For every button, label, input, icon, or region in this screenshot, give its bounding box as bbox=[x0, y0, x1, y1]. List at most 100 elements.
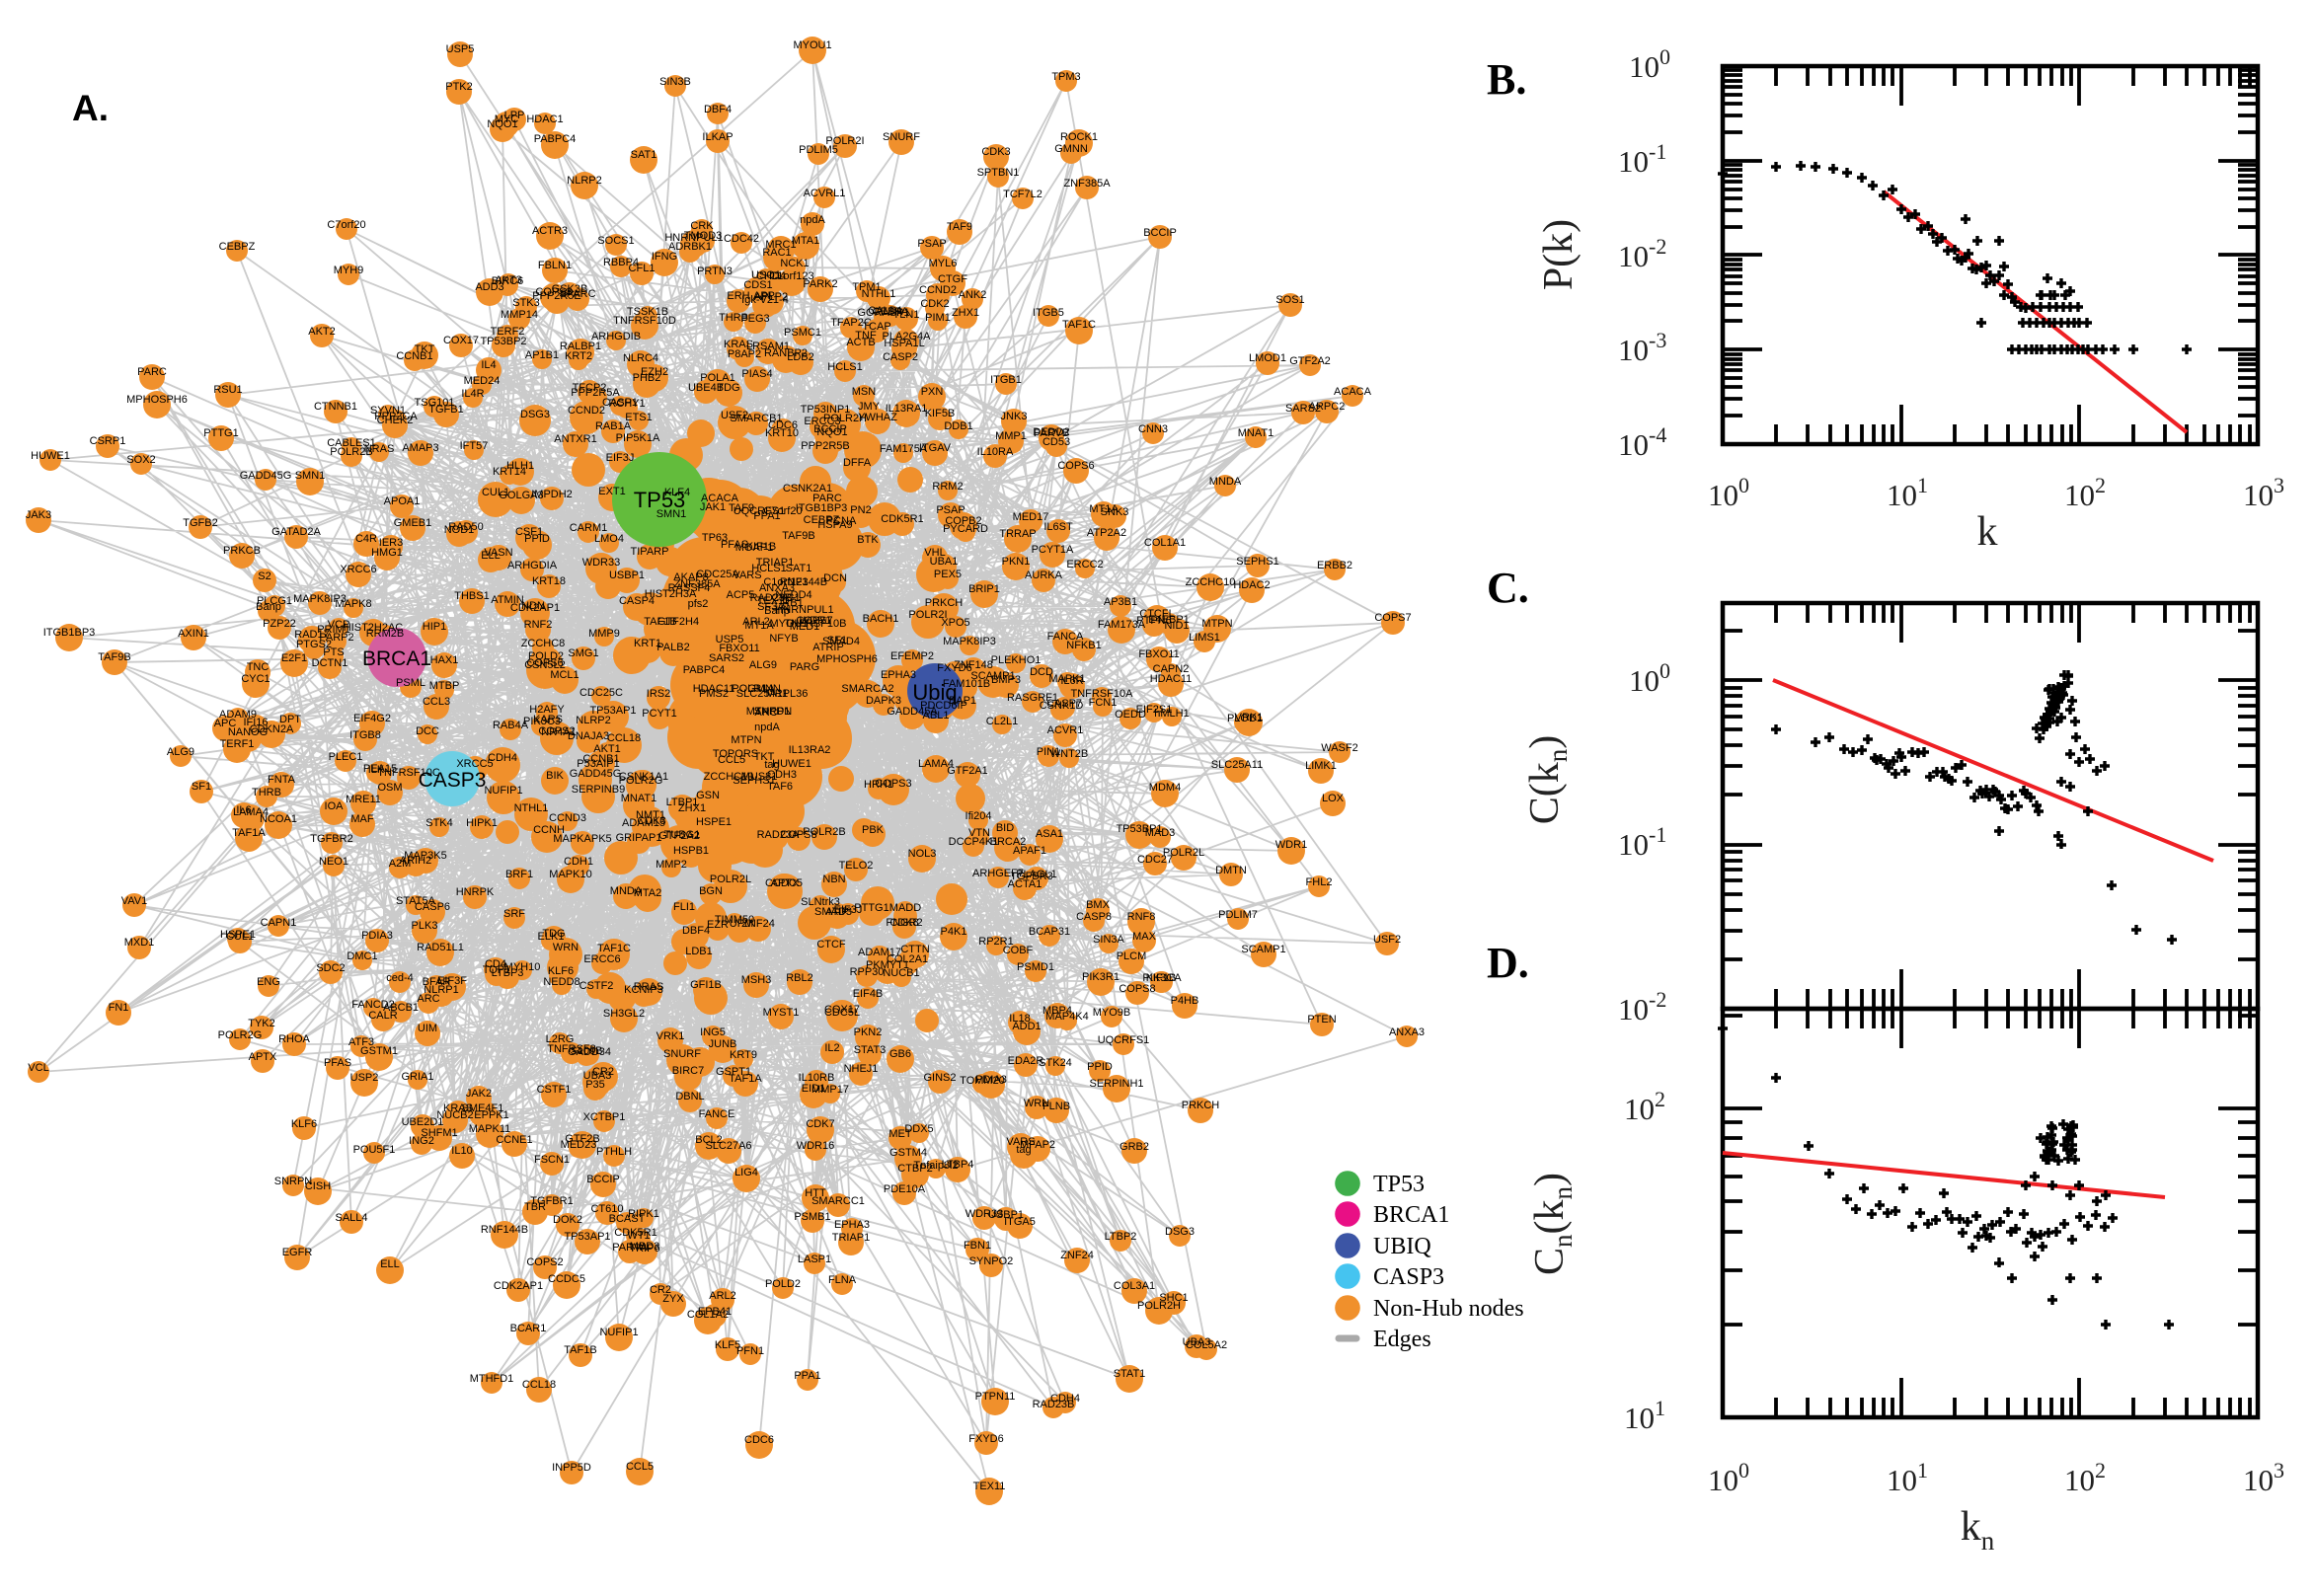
svg-text:CSTF2: CSTF2 bbox=[579, 980, 614, 992]
svg-text:SNRPN: SNRPN bbox=[274, 1176, 313, 1187]
svg-text:COPS8: COPS8 bbox=[780, 829, 816, 841]
svg-text:NTHL1: NTHL1 bbox=[862, 288, 896, 300]
svg-text:PPP2CA: PPP2CA bbox=[374, 411, 418, 422]
svg-text:OSM: OSM bbox=[377, 782, 402, 794]
svg-text:CASP2: CASP2 bbox=[883, 351, 918, 363]
svg-text:PTK2: PTK2 bbox=[445, 81, 473, 93]
svg-text:ALG9: ALG9 bbox=[749, 659, 777, 671]
svg-text:TGFBR3: TGFBR3 bbox=[1010, 871, 1052, 882]
svg-text:RNF2: RNF2 bbox=[524, 619, 553, 631]
svg-text:RRAS: RRAS bbox=[634, 981, 664, 993]
svg-text:MMP1: MMP1 bbox=[995, 430, 1027, 442]
svg-text:CRK: CRK bbox=[690, 220, 714, 232]
svg-text:IL18: IL18 bbox=[1009, 1013, 1030, 1025]
svg-text:SCAMP1: SCAMP1 bbox=[970, 670, 1015, 682]
svg-text:CDC6: CDC6 bbox=[768, 419, 798, 431]
svg-text:HUWE1: HUWE1 bbox=[772, 758, 811, 770]
svg-text:SMARCC1: SMARCC1 bbox=[811, 1195, 865, 1207]
svg-text:ACACA: ACACA bbox=[701, 493, 739, 504]
svg-text:MPHOSPH6: MPHOSPH6 bbox=[126, 394, 188, 406]
svg-text:RAD17: RAD17 bbox=[294, 629, 329, 641]
svg-text:GOLGA3: GOLGA3 bbox=[499, 490, 543, 501]
svg-text:tag: tag bbox=[764, 759, 779, 771]
svg-text:TNFRSF10D: TNFRSF10D bbox=[613, 315, 676, 327]
svg-text:CD4: CD4 bbox=[485, 958, 506, 970]
svg-text:HCLS1: HCLS1 bbox=[751, 563, 786, 574]
svg-text:XPO5: XPO5 bbox=[941, 617, 969, 629]
svg-text:GTF2A1: GTF2A1 bbox=[947, 765, 988, 777]
svg-text:EIF3J: EIF3J bbox=[606, 452, 635, 464]
svg-text:UIM: UIM bbox=[418, 1023, 437, 1034]
svg-text:RHOA: RHOA bbox=[278, 1033, 310, 1045]
svg-text:PFN1: PFN1 bbox=[736, 1345, 764, 1357]
svg-text:101: 101 bbox=[1887, 1458, 1928, 1497]
svg-text:CARM1: CARM1 bbox=[570, 522, 608, 534]
svg-text:SMG1: SMG1 bbox=[568, 647, 598, 659]
svg-text:PDLIM5: PDLIM5 bbox=[799, 144, 838, 156]
svg-text:ITGB8: ITGB8 bbox=[349, 729, 381, 741]
svg-text:SYNPO2: SYNPO2 bbox=[969, 1255, 1014, 1267]
svg-text:CCL5: CCL5 bbox=[626, 1461, 654, 1473]
svg-text:DOK2: DOK2 bbox=[553, 1214, 582, 1226]
svg-text:IFI16: IFI16 bbox=[243, 717, 268, 728]
svg-text:C7orf20: C7orf20 bbox=[763, 505, 802, 517]
svg-text:CCL18: CCL18 bbox=[522, 1379, 556, 1391]
svg-text:ROCK1: ROCK1 bbox=[1060, 131, 1098, 143]
svg-text:ELL: ELL bbox=[481, 550, 501, 562]
svg-text:DBF4: DBF4 bbox=[682, 925, 710, 937]
svg-text:PFAS: PFAS bbox=[324, 1057, 351, 1069]
svg-text:pfs2: pfs2 bbox=[688, 598, 709, 610]
svg-text:PIM1: PIM1 bbox=[925, 312, 951, 324]
svg-text:FCN1: FCN1 bbox=[1089, 697, 1118, 709]
svg-text:WRN: WRN bbox=[1024, 1098, 1049, 1109]
svg-text:MUS81: MUS81 bbox=[741, 771, 778, 783]
svg-text:BIRC7: BIRC7 bbox=[672, 1065, 704, 1077]
svg-text:PIK3R1: PIK3R1 bbox=[1082, 971, 1119, 983]
svg-text:SH3GL2: SH3GL2 bbox=[603, 1008, 645, 1020]
svg-text:HAX1: HAX1 bbox=[430, 654, 459, 666]
svg-text:ADAM15: ADAM15 bbox=[622, 817, 665, 829]
svg-text:GTF2B: GTF2B bbox=[565, 1133, 599, 1145]
svg-text:MFAP2: MFAP2 bbox=[1020, 1139, 1055, 1151]
svg-text:CASP3: CASP3 bbox=[1373, 1264, 1444, 1290]
svg-text:TSSK1B: TSSK1B bbox=[627, 306, 668, 318]
svg-text:NUCB2: NUCB2 bbox=[436, 1109, 473, 1121]
svg-text:HCLS1: HCLS1 bbox=[827, 361, 862, 373]
svg-text:PARK2: PARK2 bbox=[803, 278, 837, 290]
svg-text:VTN: VTN bbox=[968, 827, 990, 839]
svg-text:PEA15: PEA15 bbox=[363, 763, 397, 775]
svg-text:HIPK1: HIPK1 bbox=[466, 817, 498, 829]
svg-text:STK24: STK24 bbox=[1039, 1057, 1072, 1069]
svg-text:MAPK10: MAPK10 bbox=[549, 869, 591, 880]
svg-text:RBL2: RBL2 bbox=[786, 972, 813, 984]
svg-text:TAF6: TAF6 bbox=[767, 781, 793, 793]
svg-text:MTA1: MTA1 bbox=[792, 235, 820, 247]
svg-text:CTTN: CTTN bbox=[900, 944, 929, 955]
svg-text:KARS: KARS bbox=[533, 714, 563, 725]
svg-text:JAK1: JAK1 bbox=[700, 501, 726, 513]
svg-text:102: 102 bbox=[2064, 1458, 2106, 1497]
svg-text:USP2: USP2 bbox=[350, 1072, 379, 1084]
svg-text:PTTG1: PTTG1 bbox=[203, 427, 238, 439]
svg-text:PDLIM7: PDLIM7 bbox=[1218, 909, 1258, 921]
svg-text:NLRP2: NLRP2 bbox=[567, 175, 601, 187]
svg-text:SERPINH1: SERPINH1 bbox=[1089, 1078, 1143, 1090]
svg-text:TAF1C: TAF1C bbox=[1062, 319, 1096, 331]
svg-text:VARS: VARS bbox=[1006, 1136, 1035, 1148]
svg-text:JUNB: JUNB bbox=[709, 1038, 737, 1050]
svg-text:CDH3: CDH3 bbox=[767, 769, 797, 781]
svg-text:APOA1: APOA1 bbox=[384, 495, 421, 507]
svg-text:MAP3K5: MAP3K5 bbox=[404, 850, 446, 862]
svg-text:CCND2: CCND2 bbox=[919, 284, 957, 296]
svg-text:NCK1: NCK1 bbox=[780, 258, 809, 269]
svg-text:CTCFL: CTCFL bbox=[1139, 608, 1174, 620]
svg-text:ABCB1: ABCB1 bbox=[383, 1002, 419, 1014]
svg-text:NCOA1: NCOA1 bbox=[260, 813, 297, 825]
svg-text:PCNA: PCNA bbox=[826, 515, 857, 527]
svg-text:MNAT1: MNAT1 bbox=[621, 793, 656, 804]
svg-text:GATAD2A: GATAD2A bbox=[271, 526, 321, 538]
svg-text:EIF3J: EIF3J bbox=[834, 904, 863, 916]
svg-text:KLF6: KLF6 bbox=[291, 1118, 317, 1130]
svg-text:RIPK1: RIPK1 bbox=[628, 1208, 659, 1220]
svg-text:ACVR1: ACVR1 bbox=[1047, 724, 1084, 736]
